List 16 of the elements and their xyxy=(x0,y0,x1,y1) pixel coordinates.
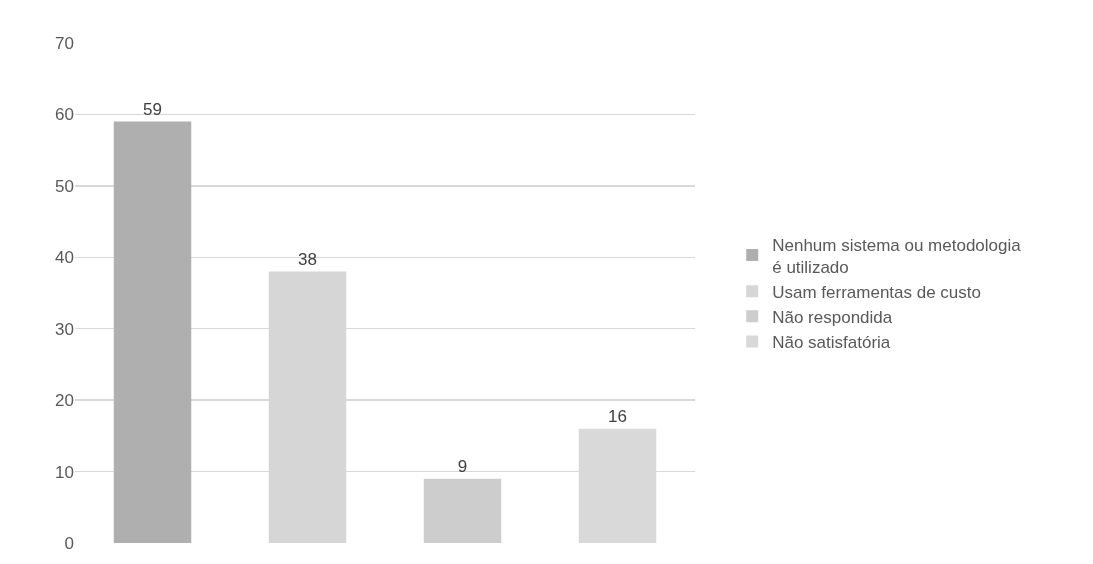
y-tick-label: 0 xyxy=(64,533,74,553)
y-tick-label: 70 xyxy=(55,33,74,53)
y-tick-label: 30 xyxy=(55,319,74,339)
data-label: 59 xyxy=(143,99,162,119)
y-tick-label: 50 xyxy=(55,176,74,196)
data-label: 16 xyxy=(608,406,627,426)
legend-label: Nenhum sistema ou metodologia é utilizado xyxy=(772,235,1022,277)
data-label: 9 xyxy=(457,456,468,476)
y-tick-label: 40 xyxy=(55,248,74,268)
legend-label: Não satisfatória xyxy=(772,333,891,353)
y-tick-label: 20 xyxy=(55,391,74,411)
legend-label: Não respondida xyxy=(772,307,893,327)
data-label: 38 xyxy=(298,249,317,269)
y-tick-label: 60 xyxy=(55,105,74,125)
legend-label: Usam ferramentas de custo xyxy=(772,282,982,302)
y-tick-label: 10 xyxy=(55,462,74,482)
